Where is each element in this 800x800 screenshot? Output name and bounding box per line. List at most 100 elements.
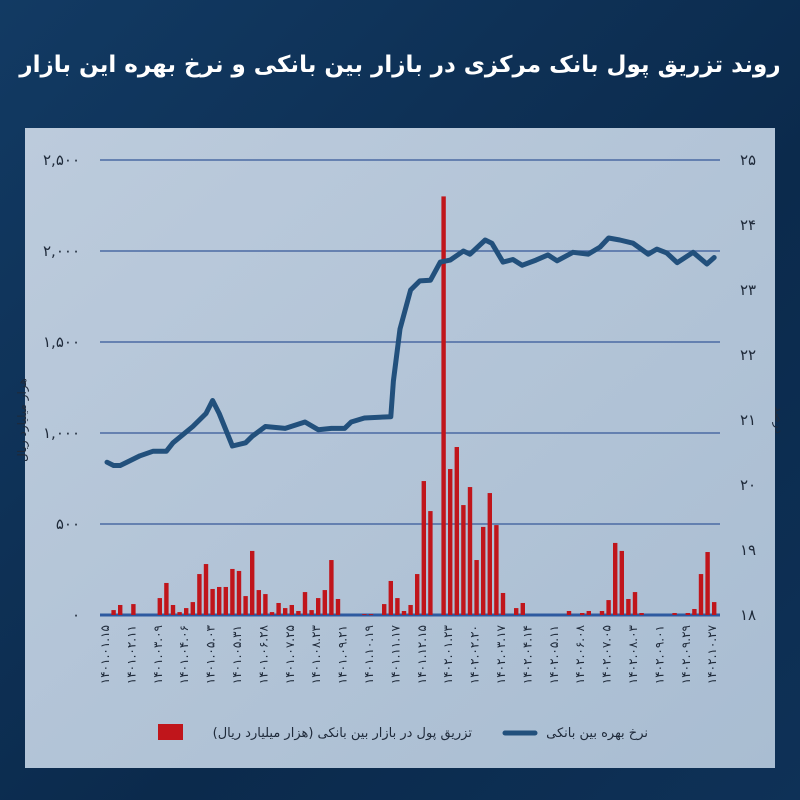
x-tick-label: ۱۴۰۱.۰۷.۲۵ [283,625,297,684]
bar [170,604,176,615]
bar [302,592,308,615]
bar [599,610,605,615]
bar [164,582,169,615]
right-tick-label: ۲۴ [740,216,756,234]
bar [487,493,492,615]
right-tick-label: ۱۹ [740,541,756,559]
bar [421,481,426,615]
x-tick-label: ۱۴۰۲.۰۹.۲۹ [679,625,693,684]
bar [500,592,506,615]
x-tick-label: ۱۴۰۲.۰۸.۰۳ [626,624,640,684]
bar [263,594,268,615]
bar [454,447,459,615]
bar [217,586,222,615]
bar [190,602,195,615]
x-tick-label: ۱۴۰۱.۱۰.۱۹ [362,625,376,684]
bar [203,564,209,615]
bar [230,568,235,615]
bar [368,614,374,615]
x-tick-label: ۱۴۰۲.۰۲.۲۰ [468,625,482,684]
bar [632,592,638,615]
left-tick-label: ۰ [72,606,80,624]
bar [672,612,677,615]
bar [580,612,585,615]
bar [283,608,288,615]
x-tick-label: ۱۴۰۱.۰۸.۲۳ [309,624,323,684]
legend: تزریق پول در بازار بین بانکی (هزار میلیا… [158,724,648,741]
bar [461,505,466,615]
legend-bar-swatch [158,724,183,740]
x-tick-label: ۱۴۰۲.۰۳.۱۷ [494,624,508,684]
bar [269,612,275,615]
bar [448,469,453,615]
x-tick-label: ۱۴۰۲.۱۰.۲۷ [705,624,719,684]
bar [382,604,387,615]
bar [289,604,294,615]
bar [698,574,704,615]
x-tick-label: ۱۴۰۱.۰۲.۱۱ [124,625,138,684]
bar [520,602,525,615]
bar [223,586,228,615]
bar [467,487,473,615]
x-tick-label: ۱۴۰۱.۰۵.۳۱ [230,625,244,684]
left-tick-label: ۲,۵۰۰ [43,151,80,169]
bar [335,598,341,615]
bar [712,602,717,615]
bar [210,588,215,615]
bar [329,560,334,615]
x-tick-label: ۱۴۰۲.۰۴.۱۴ [520,625,534,684]
bar [639,612,644,615]
x-tick-label: ۱۴۰۲.۰۶.۰۸ [573,624,587,684]
right-axis-title: درصد [771,406,786,434]
bar [494,525,499,615]
x-tick-label: ۱۴۰۱.۱۱.۱۷ [388,624,402,684]
bar [236,570,242,615]
bar [606,600,611,615]
bar [309,610,314,615]
bar [118,604,123,615]
bar [705,552,710,615]
bar [415,574,420,615]
bar [474,560,479,615]
x-tick-label: ۱۴۰۱.۱۲.۱۵ [415,625,429,684]
bar [619,550,624,615]
rate-line [104,235,717,468]
bar [157,598,162,615]
bar [388,580,393,615]
bar [586,610,591,615]
bar [441,196,446,615]
bar [296,610,301,615]
right-tick-label: ۱۸ [740,606,756,624]
right-tick-label: ۲۱ [740,411,756,429]
bar [428,511,433,615]
bar [111,610,116,615]
bar [276,602,281,615]
bar [514,608,519,615]
plot-panel [25,128,775,768]
bar [626,598,631,615]
bar [131,604,136,615]
bar [322,590,327,615]
bar [692,608,697,615]
chart-title: روند تزریق پول بانک مرکزی در بازار بین ب… [19,52,781,78]
bar [685,612,690,615]
bar [481,526,486,615]
x-tick-label: ۱۴۰۲.۰۹.۰۱ [652,625,666,684]
left-tick-label: ۲,۰۰۰ [43,242,80,260]
x-tick-label: ۱۴۰۱.۰۳.۰۹ [151,625,165,684]
bar [184,608,189,615]
bar [256,590,261,615]
left-tick-label: ۱,۵۰۰ [43,333,80,351]
right-tick-label: ۲۲ [740,346,756,364]
right-tick-label: ۲۳ [740,281,756,299]
bar [177,612,182,615]
x-tick-label: ۱۴۰۲.۰۵.۱۱ [547,625,561,684]
bar [250,550,255,615]
bar [566,610,572,615]
bar [243,596,248,615]
legend-line-label: نرخ بهره بین بانکی [546,726,648,741]
right-tick-label: ۲۵ [740,151,756,169]
bar [613,542,618,615]
